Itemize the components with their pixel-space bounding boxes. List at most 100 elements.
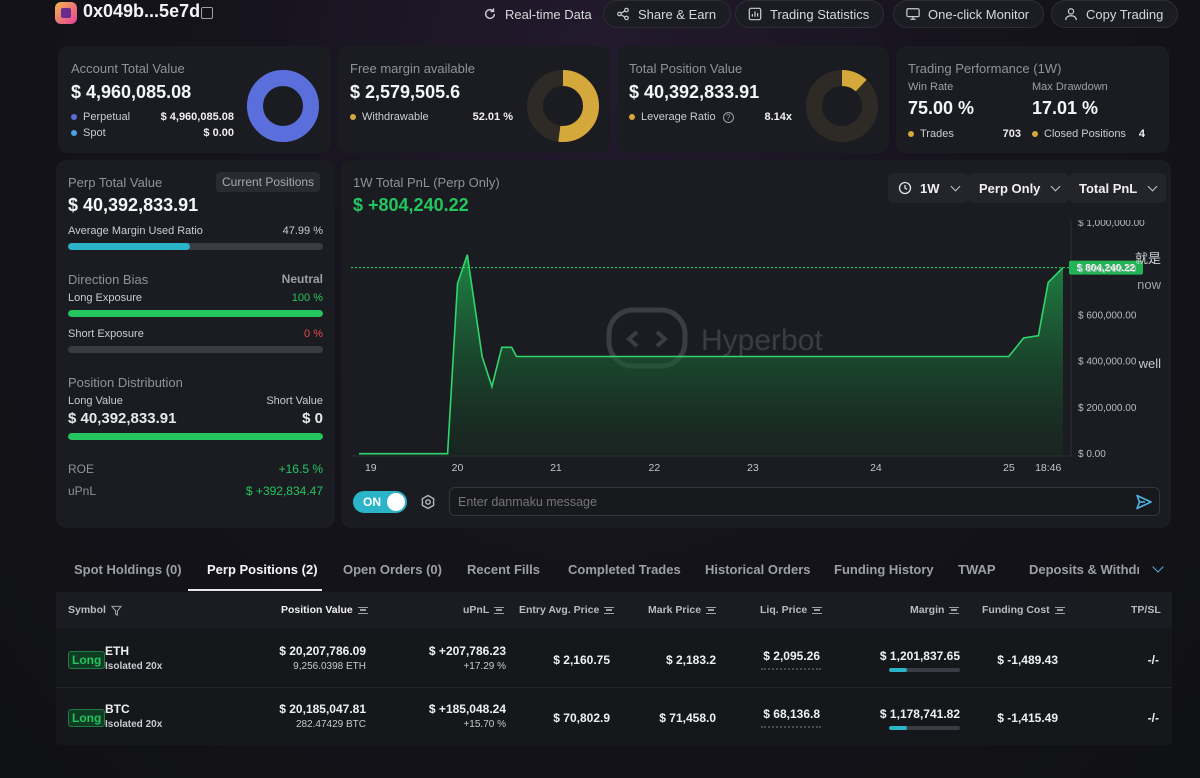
realtime-data-button[interactable]: Real-time Data xyxy=(470,0,607,28)
sort-icon[interactable] xyxy=(494,606,505,614)
share-earn-button[interactable]: Share & Earn xyxy=(603,0,732,28)
col-tpsl: TP/SL xyxy=(1131,604,1161,616)
col-upnl[interactable]: uPnL xyxy=(463,604,505,616)
tpsl[interactable]: -/- xyxy=(1147,653,1159,667)
timeframe-dropdown[interactable]: 1W xyxy=(888,173,969,203)
tab-perp-positions[interactable]: Perp Positions (2) xyxy=(207,562,318,577)
position-value-card: Total Position Value $ 40,392,833.91 Lev… xyxy=(617,46,889,153)
filter-icon[interactable] xyxy=(110,605,122,616)
y-tick-label: $ 800,000.00 xyxy=(1078,264,1137,275)
table-header-row xyxy=(56,592,1172,628)
margin-bar xyxy=(889,668,960,672)
toggle-knob xyxy=(387,493,405,511)
entry-price: $ 2,160.75 xyxy=(553,653,610,667)
spot-label: Spot xyxy=(83,127,106,139)
x-tick-label: 21 xyxy=(550,462,562,474)
chevron-down-icon xyxy=(1147,181,1158,191)
margin-donut xyxy=(527,70,599,142)
send-icon[interactable] xyxy=(1135,493,1153,511)
tab-funding-history[interactable]: Funding History xyxy=(834,562,934,577)
chevron-down-icon xyxy=(1050,181,1061,191)
tpsl[interactable]: -/- xyxy=(1147,711,1159,725)
col-funding-cost[interactable]: Funding Cost xyxy=(982,604,1065,616)
sort-icon[interactable] xyxy=(1054,606,1065,614)
coin: BTC xyxy=(105,702,130,716)
long-exposure-fill xyxy=(68,310,323,317)
position-donut xyxy=(806,70,878,142)
trades-dot xyxy=(908,131,914,138)
free-margin-card: Free margin available $ 2,579,505.6 With… xyxy=(338,46,610,153)
pnl-value: $ +804,240.22 xyxy=(353,195,469,215)
col-margin[interactable]: Margin xyxy=(910,604,960,616)
tab-historical-orders[interactable]: Historical Orders xyxy=(705,562,811,577)
copy-icon[interactable] xyxy=(201,7,213,19)
trades-label: Trades xyxy=(920,128,954,140)
market-dropdown[interactable]: Perp Only xyxy=(969,173,1070,203)
help-icon[interactable]: ? xyxy=(722,112,734,123)
timeframe-label: 1W xyxy=(920,180,940,196)
danmaku-input-box[interactable] xyxy=(449,487,1160,516)
col-symbol-label: Symbol xyxy=(68,604,106,616)
col-position-value[interactable]: Position Value xyxy=(281,604,368,616)
col-liq-price[interactable]: Liq. Price xyxy=(760,604,823,616)
pnl-chart[interactable]: Hyperbot $ 804,240.22 $ 1,000,000.00 $ 80… xyxy=(341,220,1171,480)
perpetual-label: Perpetual xyxy=(83,111,131,123)
sort-icon[interactable] xyxy=(812,606,823,614)
perp-total-label: Perp Total Value xyxy=(68,175,163,190)
short-exposure-pct: 0 % xyxy=(304,328,323,340)
refresh-icon xyxy=(484,8,496,20)
position-size: 9,256.0398 ETH xyxy=(293,661,366,672)
avatar[interactable] xyxy=(55,2,77,24)
sort-icon[interactable] xyxy=(604,606,615,614)
win-rate-label: Win Rate xyxy=(908,81,954,93)
tab-deposits-withdraw[interactable]: Deposits & Withdraw xyxy=(1029,562,1139,577)
chevron-down-icon[interactable] xyxy=(1152,561,1164,573)
one-click-monitor-label: One-click Monitor xyxy=(928,6,1030,22)
col-mark-price[interactable]: Mark Price xyxy=(648,604,717,616)
danmaku-toggle[interactable]: ON xyxy=(353,491,407,513)
col-entry-price[interactable]: Entry Avg. Price xyxy=(519,604,615,616)
tab-completed-trades[interactable]: Completed Trades xyxy=(568,562,681,577)
withdrawable-label: Withdrawable xyxy=(362,111,429,123)
danmaku-input[interactable] xyxy=(458,493,1118,511)
tab-open-orders[interactable]: Open Orders (0) xyxy=(343,562,442,577)
free-margin-label: Free margin available xyxy=(350,61,476,76)
overlay-word-2: now xyxy=(1137,277,1161,292)
col-margin-label: Margin xyxy=(910,604,945,616)
trading-statistics-button[interactable]: Trading Statistics xyxy=(735,0,885,28)
closed-positions-label: Closed Positions xyxy=(1044,128,1126,140)
pnl-type-dropdown[interactable]: Total PnL xyxy=(1069,173,1167,203)
col-symbol[interactable]: Symbol xyxy=(68,604,122,616)
table-row[interactable]: Long ETH Isolated 20x $ 20,207,786.09 9,… xyxy=(56,630,1172,687)
max-drawdown-value: 17.01 % xyxy=(1032,98,1099,118)
spot-dot xyxy=(71,130,77,137)
sort-icon[interactable] xyxy=(706,606,717,614)
perpetual-value: $ 4,960,085.08 xyxy=(160,111,234,123)
short-exposure-bar xyxy=(68,346,323,353)
spot-value: $ 0.00 xyxy=(203,127,234,139)
margin-ratio-bar xyxy=(68,243,323,250)
liq-distance xyxy=(761,726,821,728)
account-value-label: Account Total Value xyxy=(71,61,185,76)
one-click-monitor-button[interactable]: One-click Monitor xyxy=(893,0,1045,28)
overlay-word-1: 就是 xyxy=(1135,252,1161,267)
leverage-row: Leverage Ratio ? 8.14x xyxy=(629,111,792,123)
tab-spot-holdings[interactable]: Spot Holdings (0) xyxy=(74,562,182,577)
side-tag: Long xyxy=(68,651,106,669)
long-exposure-bar xyxy=(68,310,323,317)
position-distribution-label: Position Distribution xyxy=(68,375,183,390)
tab-recent-fills[interactable]: Recent Fills xyxy=(467,562,540,577)
current-positions-badge[interactable]: Current Positions xyxy=(216,172,321,192)
table-row[interactable]: Long BTC Isolated 20x $ 20,185,047.81 28… xyxy=(56,688,1172,745)
perp-total-value: $ 40,392,833.91 xyxy=(68,195,199,215)
sort-icon[interactable] xyxy=(949,606,960,614)
settings-icon[interactable] xyxy=(420,494,436,510)
copy-trading-button[interactable]: Copy Trading xyxy=(1051,0,1179,28)
sort-icon[interactable] xyxy=(357,606,368,614)
long-value: $ 40,392,833.91 xyxy=(68,410,177,427)
withdrawable-dot xyxy=(350,114,356,121)
short-value: $ 0 xyxy=(302,410,323,427)
tab-twap[interactable]: TWAP xyxy=(958,562,996,577)
bar-chart-icon xyxy=(748,7,762,21)
performance-card: Trading Performance (1W) Win Rate 75.00 … xyxy=(896,46,1169,153)
